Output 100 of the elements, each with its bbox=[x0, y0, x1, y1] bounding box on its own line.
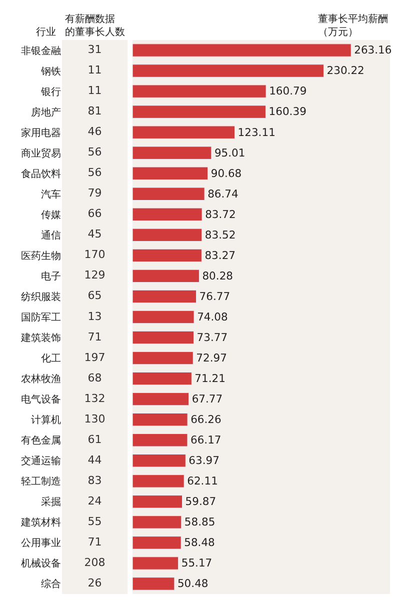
data-label: 59.87 bbox=[185, 495, 216, 508]
category-label: 家用电器 bbox=[21, 126, 61, 139]
bar bbox=[132, 474, 184, 488]
data-label: 71 bbox=[88, 535, 102, 548]
data-label: 11 bbox=[88, 64, 102, 77]
data-label: 170 bbox=[84, 248, 106, 262]
data-label: 56 bbox=[88, 166, 102, 180]
bar bbox=[132, 269, 200, 283]
category-label: 采掘 bbox=[41, 496, 61, 508]
bar bbox=[132, 577, 175, 590]
data-label: 24 bbox=[88, 494, 102, 508]
data-label: 74.08 bbox=[197, 310, 228, 324]
category-label: 通信 bbox=[41, 229, 61, 242]
data-label: 83.27 bbox=[204, 248, 236, 262]
data-label: 81 bbox=[88, 104, 102, 118]
bar bbox=[132, 412, 188, 426]
data-label: 76.77 bbox=[199, 290, 230, 303]
category-label: 银行 bbox=[40, 86, 61, 98]
text: 行业 bbox=[36, 26, 56, 38]
category-label: 综合 bbox=[41, 578, 61, 590]
data-label: 263.16 bbox=[354, 44, 392, 57]
data-label: 45 bbox=[88, 228, 102, 241]
bar bbox=[132, 187, 205, 200]
data-label: 61 bbox=[88, 432, 102, 446]
data-label: 56 bbox=[88, 146, 102, 159]
data-label: 50.48 bbox=[177, 577, 208, 590]
data-label: 66.26 bbox=[190, 413, 222, 426]
category-label: 食品饮料 bbox=[21, 168, 61, 180]
category-label: 计算机 bbox=[31, 414, 61, 426]
category-label: 汽车 bbox=[41, 188, 61, 200]
category-label: 交通运输 bbox=[21, 455, 61, 468]
category-label: 医药生物 bbox=[21, 250, 61, 262]
bar bbox=[132, 146, 212, 160]
data-label: 123.11 bbox=[238, 126, 276, 139]
data-label: 58.48 bbox=[184, 536, 216, 550]
data-label: 83 bbox=[88, 474, 102, 487]
data-label: 58.85 bbox=[184, 516, 216, 529]
data-label: 129 bbox=[84, 268, 106, 282]
data-label: 160.79 bbox=[269, 84, 307, 98]
bar bbox=[132, 228, 202, 242]
data-label: 71.21 bbox=[194, 372, 226, 385]
bar bbox=[132, 84, 266, 98]
data-label: 230.22 bbox=[326, 64, 364, 78]
bar bbox=[132, 126, 236, 139]
data-label: 55 bbox=[88, 514, 102, 528]
bar bbox=[132, 44, 352, 57]
category-label: 轻工制造 bbox=[21, 476, 61, 488]
data-label: 83.52 bbox=[204, 228, 236, 242]
bar bbox=[132, 536, 182, 550]
category-label: 公用事业 bbox=[21, 537, 61, 550]
data-label: 130 bbox=[84, 412, 106, 426]
category-label: 传媒 bbox=[41, 210, 61, 221]
chart-title: 董事长平均薪酬（万元） bbox=[318, 13, 388, 38]
bar bbox=[132, 166, 208, 180]
data-label: 55.17 bbox=[181, 556, 212, 570]
bar bbox=[132, 105, 266, 118]
bar bbox=[132, 434, 188, 447]
category-label: 电气设备 bbox=[21, 394, 61, 406]
data-label: 90.68 bbox=[210, 166, 242, 180]
category-label: 钢铁 bbox=[40, 65, 61, 78]
data-label: 83.72 bbox=[205, 208, 236, 221]
category-label: 建筑材料 bbox=[20, 516, 61, 529]
category-label: 商业贸易 bbox=[21, 147, 61, 160]
data-label: 63.97 bbox=[188, 454, 220, 468]
data-label: 68 bbox=[88, 371, 102, 384]
bar bbox=[132, 208, 202, 222]
bar bbox=[132, 454, 186, 468]
data-label: 13 bbox=[88, 310, 102, 323]
data-label: 80.28 bbox=[202, 269, 234, 282]
category-label: 建筑装饰 bbox=[20, 332, 61, 344]
category-label: 机械设备 bbox=[21, 558, 61, 570]
data-label: 208 bbox=[84, 556, 106, 569]
data-label: 79 bbox=[88, 186, 102, 200]
bar bbox=[132, 392, 190, 406]
data-label: 197 bbox=[84, 350, 106, 364]
data-label: 86.74 bbox=[208, 187, 239, 200]
data-label: 66.17 bbox=[190, 434, 222, 447]
bar bbox=[132, 516, 182, 529]
data-label: 72.97 bbox=[196, 351, 227, 364]
category-label: 电子 bbox=[41, 270, 61, 282]
category-label: 农林牧渔 bbox=[21, 373, 61, 386]
data-label: 67.77 bbox=[192, 392, 223, 406]
text: 有薪酬数据的董事长人数 bbox=[65, 13, 125, 38]
data-label: 73.77 bbox=[196, 330, 228, 344]
bar bbox=[132, 372, 192, 386]
data-label: 66 bbox=[88, 207, 102, 220]
data-label: 71 bbox=[88, 330, 102, 344]
category-label: 化工 bbox=[41, 352, 61, 365]
data-label: 95.01 bbox=[214, 146, 246, 160]
data-label: 31 bbox=[88, 43, 102, 56]
data-label: 44 bbox=[88, 453, 102, 466]
category-label: 房地产 bbox=[31, 106, 61, 118]
data-label: 11 bbox=[88, 84, 102, 98]
bar bbox=[132, 495, 182, 508]
category-label: 有色金属 bbox=[21, 434, 61, 447]
bar bbox=[132, 248, 202, 262]
bar bbox=[132, 310, 194, 324]
bar bbox=[132, 351, 194, 365]
data-label: 26 bbox=[88, 576, 102, 590]
data-label: 62.11 bbox=[187, 474, 218, 488]
